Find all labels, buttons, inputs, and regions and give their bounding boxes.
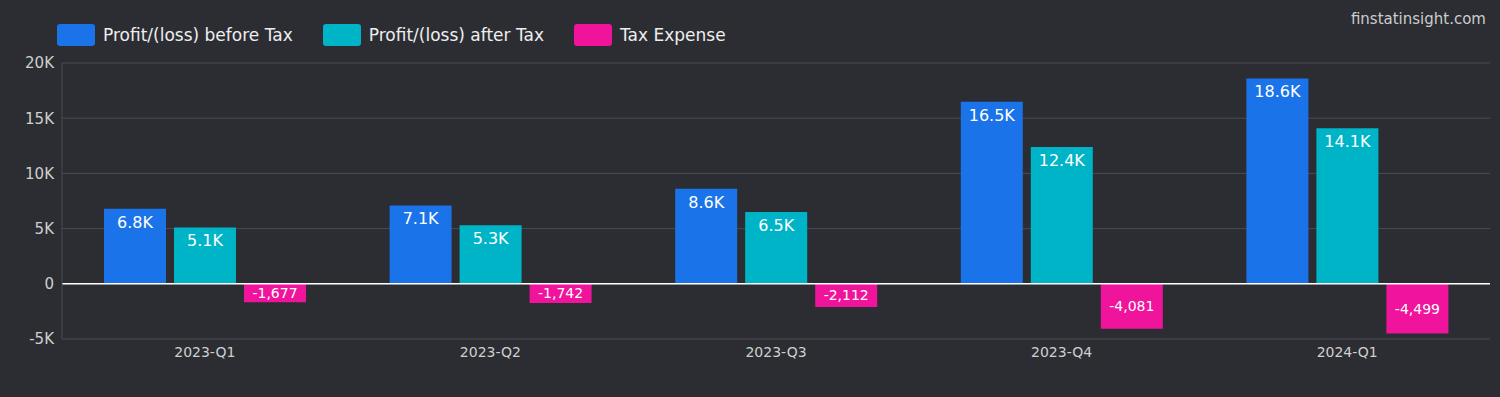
svg-text:18.6K: 18.6K [1254,82,1301,101]
svg-text:10K: 10K [25,165,55,183]
svg-text:2023-Q1: 2023-Q1 [174,344,235,360]
svg-text:15K: 15K [25,110,55,128]
svg-text:2023-Q4: 2023-Q4 [1031,344,1092,360]
svg-text:-1,742: -1,742 [538,285,583,301]
svg-text:16.5K: 16.5K [969,106,1016,125]
svg-text:5K: 5K [35,220,56,238]
svg-text:-1,677: -1,677 [252,285,297,301]
svg-text:20K: 20K [25,54,55,72]
svg-text:14.1K: 14.1K [1324,132,1371,151]
html-text:Tax Expense: Tax Expense [620,25,726,45]
svg-text:2023-Q3: 2023-Q3 [745,344,806,360]
svg-text:2024-Q1: 2024-Q1 [1317,344,1378,360]
svg-text:-2,112: -2,112 [824,287,869,303]
svg-text:5.1K: 5.1K [187,231,223,250]
svg-text:-5K: -5K [29,330,55,348]
svg-text:6.5K: 6.5K [758,216,794,235]
svg-text:5.3K: 5.3K [473,229,509,248]
html-text:Profit/(loss) before Tax: Profit/(loss) before Tax [103,25,293,45]
svg-text:7.1K: 7.1K [403,209,439,228]
svg-text:-4,081: -4,081 [1109,298,1154,314]
svg-text:2023-Q2: 2023-Q2 [460,344,521,360]
svg-text:12.4K: 12.4K [1039,151,1086,170]
svg-text:6.8K: 6.8K [117,213,153,232]
svg-text:0: 0 [44,275,54,293]
svg-text:8.6K: 8.6K [688,193,724,212]
html-text:Profit/(loss) after Tax: Profit/(loss) after Tax [368,25,544,45]
svg-text:-4,499: -4,499 [1395,301,1440,317]
html-text:finstatinsight.com: finstatinsight.com [1350,10,1486,28]
